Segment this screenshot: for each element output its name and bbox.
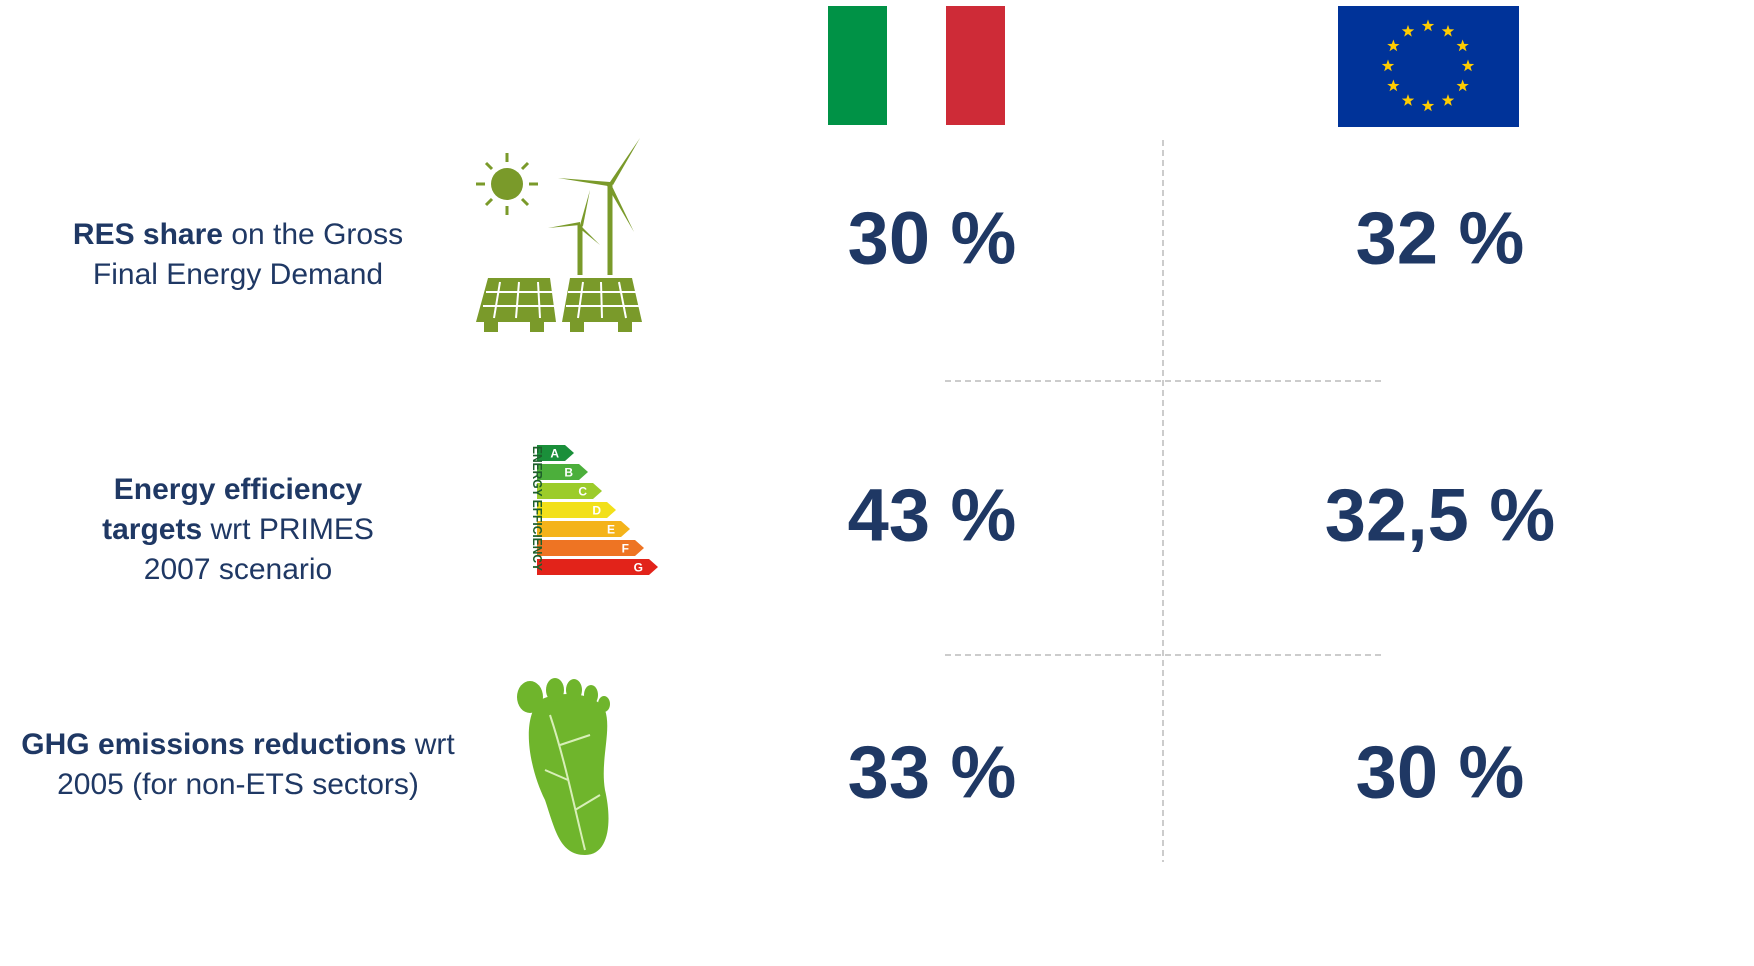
italy-value: 30 % [847, 196, 1017, 280]
grade-letter: E [607, 523, 615, 537]
grade-letter: D [592, 504, 601, 518]
label-text: on the Gross Final Energy Demand [92, 218, 404, 291]
star [1441, 24, 1455, 37]
eu-value: 32 % [1355, 196, 1525, 280]
grade-bar [537, 540, 644, 556]
efficiency-caption: ENERGY EFFICIENCY [530, 446, 545, 571]
eu-value: 30 % [1355, 730, 1525, 814]
renewables-icon [476, 138, 642, 332]
star [1441, 94, 1455, 106]
label-bold: GHG emissions reductions [21, 728, 407, 761]
grade-bar [537, 521, 630, 537]
star [1387, 79, 1400, 92]
grade-bar [537, 483, 602, 499]
grade-letter: B [564, 466, 573, 480]
label-bold: RES share [72, 218, 223, 251]
eu-flag [1338, 6, 1519, 127]
star [1456, 39, 1469, 52]
grade-bar [537, 464, 588, 480]
eu-value: 32,5 % [1324, 473, 1556, 557]
italy-flag [828, 6, 1005, 125]
grade-letter: G [634, 561, 643, 575]
row-label: Energy efficiency targets wrt PRIMES 200… [78, 470, 398, 590]
star [1421, 99, 1435, 112]
italy-value: 43 % [847, 473, 1017, 557]
italy-value: 33 % [847, 730, 1017, 814]
grade-bar [537, 559, 658, 575]
star [1456, 79, 1469, 92]
label-text: wrt PRIMES 2007 scenario [143, 513, 374, 586]
star [1421, 19, 1435, 32]
row-label: RES share on the Gross Final Energy Dema… [43, 215, 433, 295]
grade-letter: C [578, 485, 587, 499]
star [1401, 24, 1415, 37]
label-bold: Energy efficiency targets [102, 473, 363, 546]
star [1401, 94, 1415, 106]
star [1381, 59, 1395, 72]
label-text: wrt 2005 (for non-ETS sectors) [57, 728, 455, 801]
grade-bar [537, 445, 574, 461]
row-label: GHG emissions reductions wrt 2005 (for n… [3, 725, 473, 805]
grade-letter: A [550, 447, 559, 461]
grade-letter: F [622, 542, 629, 556]
dividers [945, 140, 1383, 862]
footprint-icon [517, 678, 610, 855]
grade-bar [537, 502, 616, 518]
star [1461, 59, 1475, 72]
star [1387, 39, 1400, 52]
